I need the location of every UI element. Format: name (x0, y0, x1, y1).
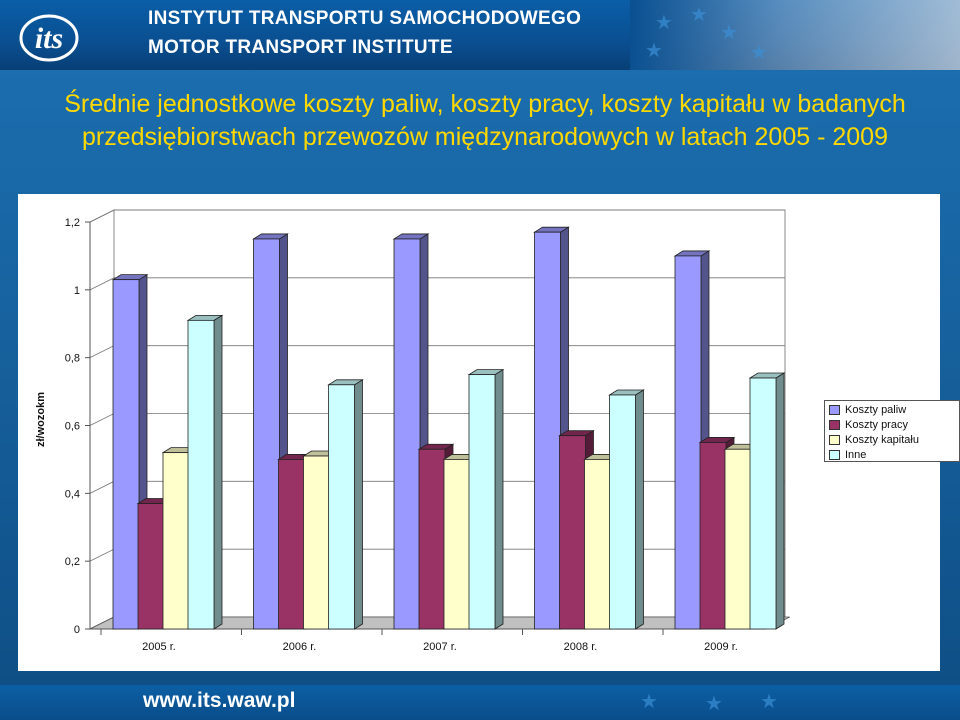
bar (699, 442, 727, 630)
y-axis-label: zł/wozokm (35, 392, 47, 447)
star-icon: ★ (720, 22, 738, 44)
legend-item: Koszty kapitału (829, 432, 959, 447)
bar-side (494, 368, 504, 630)
bar (534, 231, 561, 630)
bar-side (635, 389, 644, 630)
x-tick-label: 2009 r. (704, 641, 738, 653)
gridline (89, 209, 785, 223)
y-tick-label: 0 (74, 624, 80, 636)
star-icon: ★ (705, 693, 723, 715)
bar (724, 448, 752, 630)
star-icon: ★ (655, 12, 673, 34)
bar (253, 238, 280, 630)
bar (609, 394, 636, 630)
bar (674, 255, 702, 630)
bar (418, 448, 446, 630)
logo-text: its (35, 22, 63, 55)
legend-item: Koszty pracy (829, 417, 959, 432)
bar (137, 503, 165, 630)
bar-side (775, 372, 785, 630)
bar (393, 238, 421, 630)
y-tick-label: 1,2 (65, 217, 80, 229)
bar (559, 435, 586, 630)
institute-name-pl: INSTYTUT TRANSPORTU SAMOCHODOWEGO (148, 8, 582, 29)
bar (112, 279, 140, 630)
header-banner: its INSTYTUT TRANSPORTU SAMOCHODOWEGO MO… (0, 0, 960, 70)
bar (584, 459, 611, 630)
y-tick-label: 0,8 (65, 353, 80, 365)
bar (468, 374, 496, 630)
legend-swatch (829, 449, 840, 460)
y-tick-label: 0,6 (65, 421, 80, 433)
legend-label: Koszty paliw (845, 403, 907, 416)
institute-name-en: MOTOR TRANSPORT INSTITUTE (148, 37, 453, 58)
star-icon: ★ (645, 40, 663, 62)
bar (749, 377, 777, 630)
x-tick-label: 2006 r. (283, 641, 317, 653)
bar (303, 455, 330, 630)
legend-label: Koszty kapitału (845, 433, 919, 446)
footer-url: www.its.waw.pl (143, 689, 296, 712)
legend-swatch (829, 404, 840, 415)
y-tick-label: 1 (74, 285, 80, 297)
header-photo (630, 0, 960, 70)
bar-side (213, 314, 223, 630)
bar (443, 459, 471, 630)
x-tick-label: 2008 r. (564, 641, 598, 653)
bar (162, 452, 190, 630)
bar-side (354, 379, 363, 630)
footer-bar: www.its.waw.pl ★ ★ ★ (0, 685, 960, 720)
its-logo-icon: its (19, 14, 79, 62)
star-icon: ★ (750, 42, 768, 64)
y-tick-label: 0,4 (65, 488, 80, 500)
legend-swatch (829, 419, 840, 430)
star-icon: ★ (690, 4, 708, 26)
legend-item: Inne (829, 447, 959, 462)
bar (278, 459, 305, 630)
legend-item: Koszty paliw (829, 402, 959, 417)
bar (328, 384, 355, 630)
legend-label: Inne (845, 448, 867, 461)
y-tick-label: 0,2 (65, 556, 80, 568)
bar-chart: 0 0,2 0,4 0,6 0,8 1 1,2 zł/wozokm 2005 r. 2006 r.… (35, 209, 790, 653)
x-tick-label: 2007 r. (423, 641, 457, 653)
legend-label: Koszty pracy (845, 418, 908, 431)
chart-legend: Koszty paliw Koszty pracy Koszty kapitału I… (824, 400, 960, 462)
bar (187, 319, 215, 630)
star-icon: ★ (640, 691, 658, 713)
chart-title: Średnie jednostkowe koszty paliw, koszty… (64, 90, 906, 151)
legend-swatch (829, 434, 840, 445)
x-tick-label: 2005 r. (142, 641, 176, 653)
chart-panel: 0 0,2 0,4 0,6 0,8 1 1,2 zł/wozokm 2005 r. 2006 r.… (18, 194, 940, 671)
star-icon: ★ (760, 691, 778, 713)
